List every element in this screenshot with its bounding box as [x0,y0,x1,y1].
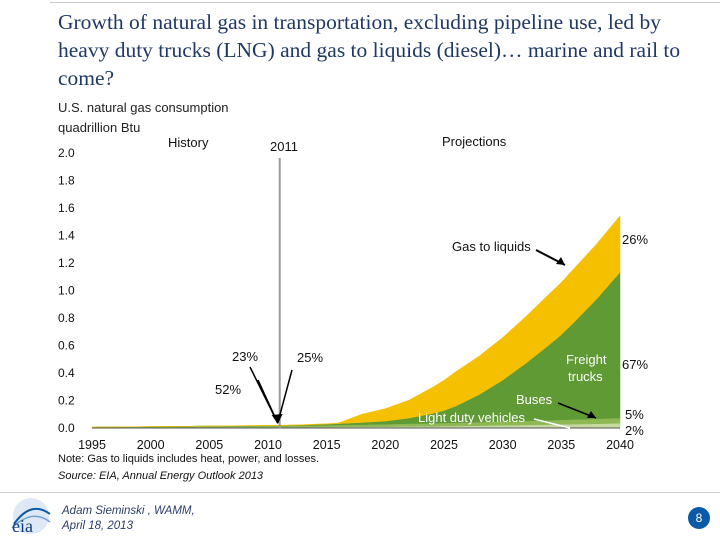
y-tick-label: 0.2 [58,394,75,408]
x-tick-label: 2000 [137,438,165,452]
slide-title: Growth of natural gas in transportation,… [58,10,681,90]
label-buses: Buses [516,392,553,407]
x-tick-label: 2015 [313,438,341,452]
y-tick-label: 1.0 [58,284,75,298]
y-tick-label: 0.0 [58,421,75,435]
footer-divider [0,492,720,493]
chart-source: Source: EIA, Annual Energy Outlook 2013 [58,470,264,482]
x-tick-label: 2005 [195,438,223,452]
arrowhead-gas-to-liquids [556,257,565,265]
projections-label: Projections [442,134,507,149]
y-tick-label: 0.6 [58,339,75,353]
label-gas-to-liquids: Gas to liquids [452,239,531,254]
x-tick-label: 2030 [489,438,517,452]
y-tick-label: 1.2 [58,256,75,270]
y-axis-title: U.S. natural gas consumption quadrillion… [58,98,229,138]
x-tick-label: 2020 [371,438,399,452]
author-line1: Adam Sieminski , WAMM, [62,505,195,517]
logo-text: eia [12,516,33,536]
y-tick-label: 2.0 [58,146,75,160]
page-number-badge: 8 [688,507,710,529]
y-tick-label: 1.4 [58,229,75,243]
arrowhead-buses [587,411,596,418]
history-pct-52: 52% [215,382,241,397]
y-tick-label: 0.8 [58,311,75,325]
history-arrowhead [271,414,283,424]
label-freight-trucks-2: trucks [568,369,603,384]
arrow-light-duty [533,418,571,429]
author-block: Adam Sieminski , WAMM, April 18, 2013 [62,504,195,534]
history-pct-25: 25% [297,350,323,365]
x-tick-label: 2035 [547,438,575,452]
history-pct-23: 23% [232,349,258,364]
x-tick-label: 2025 [430,438,458,452]
eia-logo: eia [11,498,51,536]
x-tick-label: 2010 [254,438,282,452]
area-series-gas-to-liquids [91,215,621,428]
history-label: History [168,135,209,150]
label-freight-trucks-1: Freight [566,352,607,367]
divider-year-label: 2011 [270,139,298,154]
pct-light-duty: 2% [625,423,644,438]
x-tick-label: 2040 [606,438,634,452]
y-axis-title-line2: quadrillion Btu [58,120,141,135]
pct-freight-trucks: 67% [622,357,648,372]
author-line2: April 18, 2013 [62,520,133,532]
y-axis-title-line1: U.S. natural gas consumption [58,100,229,115]
chart-note: Note: Gas to liquids includes heat, powe… [58,453,320,465]
top-rule [50,2,720,3]
y-tick-label: 0.4 [58,366,75,380]
pct-gas-to-liquids: 26% [622,232,648,247]
x-tick-label: 1995 [78,438,106,452]
area-chart: 0.0 0.2 0.4 0.6 0.8 1.0 1.2 1.4 1.6 1.8 2.0 1995 200… [58,134,648,452]
label-light-duty-vehicles: Light duty vehicles [418,410,525,425]
history-arrow-2 [277,369,293,424]
pct-buses: 5% [625,407,644,422]
y-tick-label: 1.8 [58,174,75,188]
y-tick-label: 1.6 [58,201,75,215]
